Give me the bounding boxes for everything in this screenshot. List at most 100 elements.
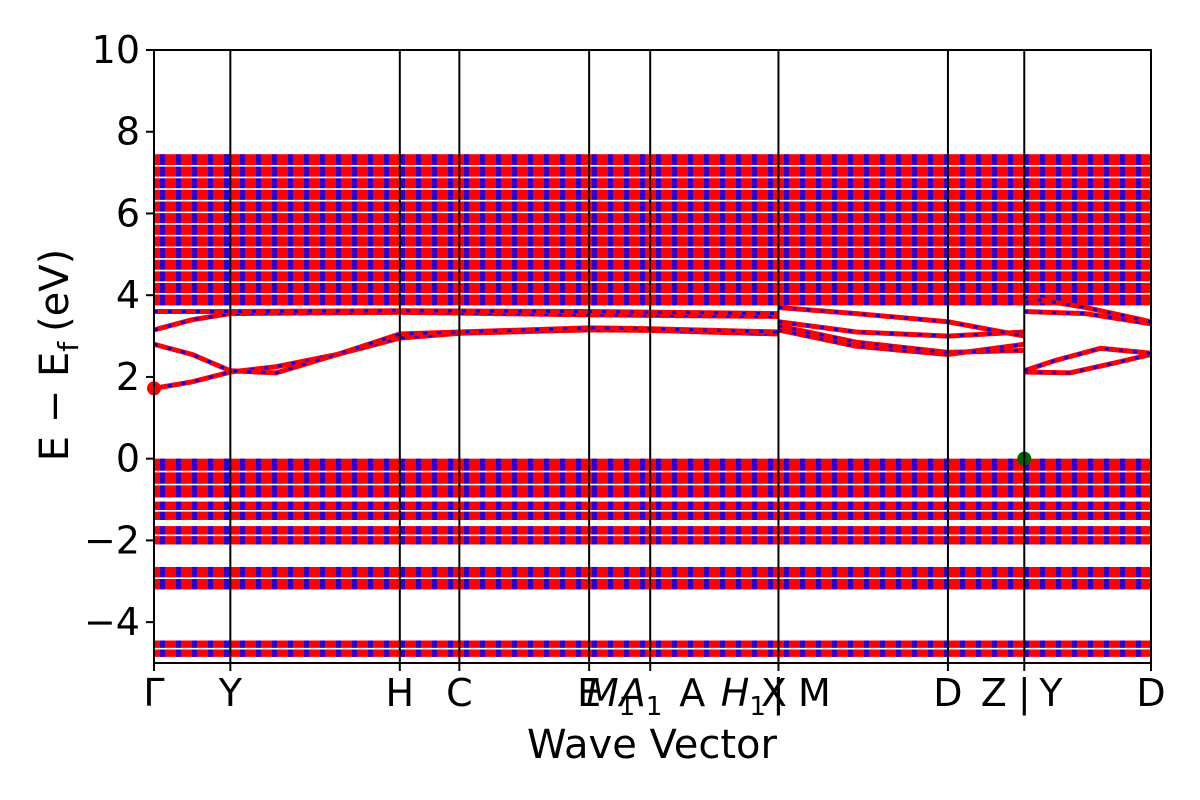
band-dash: [560, 458, 565, 498]
band-block-dashes-5: [154, 154, 1151, 306]
band-line-7: [778, 304, 1025, 339]
band-block-dashes-4: [154, 458, 1151, 498]
band-dash: [832, 154, 837, 306]
band-dash: [1088, 154, 1093, 306]
band-dash: [1120, 458, 1125, 498]
band-dash: [880, 154, 885, 306]
band-dash: [800, 458, 805, 498]
y-tick-label: −2: [84, 518, 140, 562]
band-line-3: [154, 308, 779, 317]
x-tick-label: Y: [1038, 671, 1063, 715]
plot-area: [147, 154, 1152, 657]
band-dash: [592, 458, 597, 498]
x-tick-label: |: [772, 671, 785, 716]
band-dash: [1088, 458, 1093, 498]
band-dash: [608, 154, 613, 306]
band-dash: [176, 154, 181, 306]
band-dash: [576, 154, 581, 306]
band-dash: [512, 458, 517, 498]
band-dash: [224, 458, 229, 498]
band-dash: [752, 154, 757, 306]
band-dash: [656, 458, 661, 498]
band-dash: [736, 154, 741, 306]
band-dash: [816, 154, 821, 306]
band-dash: [672, 154, 677, 306]
y-tick-label: 4: [116, 273, 140, 317]
y-axis-title-unit: (eV): [32, 249, 78, 332]
band-dash: [864, 154, 869, 306]
x-tick-label: D: [933, 671, 962, 715]
x-tick-label: M: [798, 671, 831, 715]
band-dash: [912, 154, 917, 306]
band-dash: [960, 154, 965, 306]
band-dash: [992, 154, 997, 306]
band-dash: [1104, 458, 1109, 498]
band-line-8: [1024, 352, 1152, 376]
x-tick-label: E: [577, 671, 601, 715]
band-dash: [640, 154, 645, 306]
band-dash: [688, 154, 693, 306]
y-tick-label: 8: [116, 110, 140, 154]
band-dash: [336, 154, 341, 306]
x-tick-label: C: [446, 671, 473, 715]
axes-frame: [153, 49, 1152, 664]
band-dash: [448, 154, 453, 306]
y-axis-title: E − Ef (eV): [32, 249, 85, 462]
band-dash: [672, 458, 677, 498]
band-dash: [304, 154, 309, 306]
band-dash: [1024, 154, 1029, 306]
y-tick-label: 0: [116, 437, 140, 481]
band-dash: [896, 458, 901, 498]
band-dash: [240, 154, 245, 306]
band-block-dashes-0: [154, 640, 1151, 657]
x-axis-title: Wave Vector: [527, 722, 778, 768]
plot-frame: [153, 49, 1152, 664]
band-dash: [1056, 154, 1061, 306]
band-dash: [688, 458, 693, 498]
band-dash: [592, 154, 597, 306]
band-dash: [352, 154, 357, 306]
band-dash: [160, 458, 165, 498]
band-dash: [352, 458, 357, 498]
band-dash: [288, 154, 293, 306]
band-dash: [384, 154, 389, 306]
band-dash: [416, 458, 421, 498]
band-dash: [176, 458, 181, 498]
x-tick-label: Y: [218, 671, 243, 715]
band-dash: [400, 154, 405, 306]
band-block-dashes-3: [154, 501, 1151, 520]
band-dash: [544, 154, 549, 306]
band-dash: [480, 154, 485, 306]
band-dash: [560, 154, 565, 306]
band-line-5: [777, 323, 1025, 355]
band-dash: [208, 458, 213, 498]
band-dash: [944, 458, 949, 498]
band-dash: [1120, 154, 1125, 306]
y-tick-label: 10: [92, 28, 140, 72]
band-dash: [864, 458, 869, 498]
band-dash: [768, 458, 773, 498]
band-dash: [528, 458, 533, 498]
x-tick-label: A: [679, 671, 705, 715]
band-dash: [368, 154, 373, 306]
band-dash: [704, 458, 709, 498]
band-dash: [656, 154, 661, 306]
band-dash: [368, 458, 373, 498]
band-dash: [944, 154, 949, 306]
x-tick-label: Z: [981, 671, 1007, 715]
band-dash: [496, 154, 501, 306]
band-dash: [624, 458, 629, 498]
band-dash: [736, 458, 741, 498]
band-dash: [1136, 458, 1141, 498]
band-dash: [272, 458, 277, 498]
band-dash: [720, 154, 725, 306]
band-dash: [880, 458, 885, 498]
band-dash: [720, 458, 725, 498]
band-dash: [1040, 458, 1045, 498]
x-tick-label: A1: [617, 671, 663, 722]
band-line-0: [153, 327, 779, 391]
band-dash: [896, 154, 901, 306]
band-dash: [576, 458, 581, 498]
y-tick-label: 2: [116, 355, 140, 399]
